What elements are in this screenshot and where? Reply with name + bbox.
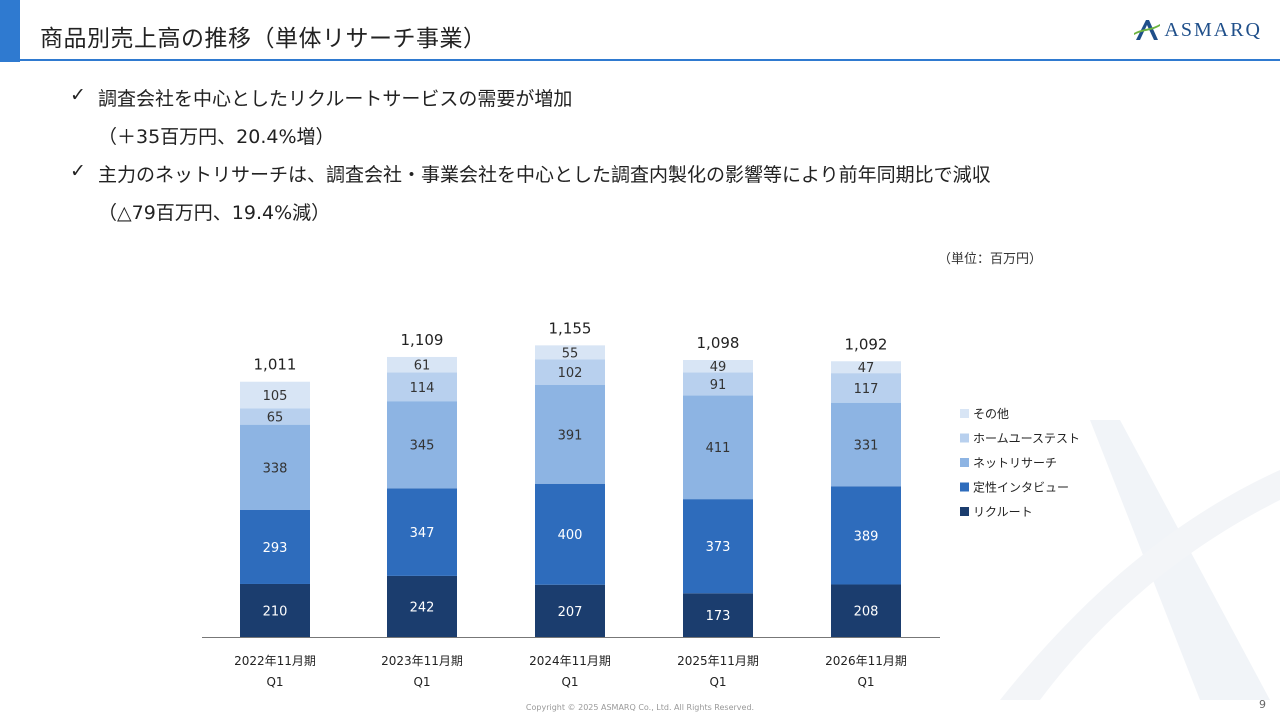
page-number: 9 — [1259, 698, 1266, 711]
bar-segment — [240, 424, 310, 510]
bar-value-label: 208 — [854, 605, 879, 620]
x-tick-label: 2025年11月期 — [677, 654, 759, 668]
bar-value-label: 391 — [558, 428, 583, 443]
bar-segment — [240, 509, 310, 584]
bar-total-label: 1,098 — [697, 334, 740, 352]
bar-total-label: 1,109 — [401, 331, 444, 349]
bar-value-label: 242 — [410, 600, 435, 615]
bar-segment — [683, 372, 753, 396]
legend-swatch — [960, 458, 969, 467]
bar-segment — [387, 356, 457, 373]
header-divider — [20, 59, 1280, 61]
bar-segment — [683, 360, 753, 373]
bar-value-label: 65 — [267, 410, 284, 425]
bar-segment — [683, 395, 753, 500]
page-title: 商品別売上高の推移（単体リサーチ事業） — [40, 26, 487, 52]
bar-value-label: 91 — [710, 378, 727, 393]
bar-value-label: 173 — [706, 609, 731, 624]
bar-value-label: 345 — [410, 439, 435, 454]
logo-mark-icon — [1134, 20, 1161, 40]
x-tick-label: 2026年11月期 — [825, 654, 907, 668]
bullet-subtext: （＋35百万円、20.4%増） — [98, 126, 335, 148]
bar-value-label: 102 — [558, 366, 583, 381]
bar-segment — [387, 372, 457, 402]
bar-segment — [387, 575, 457, 637]
bar-value-label: 293 — [263, 541, 288, 556]
legend-label: 定性インタビュー — [973, 480, 1069, 495]
bar-total-label: 1,155 — [549, 319, 592, 337]
company-logo: ASMARQ — [1134, 18, 1262, 42]
bar-segment — [535, 345, 605, 360]
bar-segment — [831, 486, 901, 585]
legend-label: ネットリサーチ — [973, 456, 1057, 470]
bullet-text: 調査会社を中心としたリクルートサービスの需要が増加 — [98, 88, 573, 110]
unit-label: （単位：百万円） — [937, 252, 1042, 267]
bar-value-label: 400 — [558, 528, 583, 543]
bar-value-label: 105 — [263, 389, 288, 404]
bullet-item: ✓ 主力のネットリサーチは、調査会社・事業会社を中心とした調査内製化の影響等によ… — [70, 160, 991, 198]
x-tick-label: Q1 — [266, 675, 283, 689]
legend-swatch — [960, 433, 969, 443]
bar-segment — [683, 499, 753, 594]
x-tick-label: Q1 — [709, 675, 726, 689]
bar-segment — [683, 593, 753, 637]
bar-value-label: 347 — [410, 526, 435, 541]
bar-segment — [535, 385, 605, 484]
bar-segment — [831, 584, 901, 637]
bar-value-label: 331 — [854, 438, 879, 453]
bar-total-label: 1,011 — [254, 356, 297, 374]
bullet-list: ✓ 調査会社を中心としたリクルートサービスの需要が増加 （＋35百万円、20.4… — [70, 84, 991, 236]
x-tick-label: 2024年11月期 — [529, 654, 611, 668]
bar-value-label: 373 — [706, 540, 731, 555]
bar-segment — [240, 583, 310, 637]
legend-swatch — [960, 409, 969, 418]
bar-value-label: 338 — [263, 461, 288, 476]
bullet-subtext: （△79百万円、19.4%減） — [98, 202, 331, 224]
x-tick-label: Q1 — [857, 675, 874, 689]
x-tick-label: 2022年11月期 — [234, 654, 316, 668]
legend-label: その他 — [973, 407, 1009, 421]
legend-label: リクルート — [973, 505, 1033, 519]
bar-segment — [831, 402, 901, 487]
bar-value-label: 49 — [710, 360, 727, 375]
bar-value-label: 207 — [558, 605, 583, 620]
bar-segment — [240, 381, 310, 409]
bar-value-label: 411 — [706, 441, 731, 456]
check-icon: ✓ — [70, 84, 86, 106]
x-tick-label: Q1 — [561, 675, 578, 689]
bar-total-label: 1,092 — [845, 335, 888, 353]
copyright-text: Copyright © 2025 ASMARQ Co., Ltd. All Ri… — [525, 703, 755, 712]
bar-segment — [240, 408, 310, 425]
bar-value-label: 114 — [410, 381, 435, 396]
check-icon: ✓ — [70, 160, 86, 182]
bar-segment — [535, 359, 605, 386]
bar-value-label: 117 — [854, 382, 879, 397]
bar-value-label: 389 — [854, 529, 879, 544]
bar-value-label: 61 — [414, 359, 431, 374]
bullet-item: ✓ 調査会社を中心としたリクルートサービスの需要が増加 — [70, 84, 991, 122]
logo-text: ASMARQ — [1164, 18, 1262, 41]
bullet-text: 主力のネットリサーチは、調査会社・事業会社を中心とした調査内製化の影響等により前… — [98, 164, 991, 186]
header-accent-bar — [0, 0, 20, 62]
bar-value-label: 47 — [858, 361, 875, 376]
bar-segment — [831, 373, 901, 403]
bar-segment — [535, 584, 605, 637]
x-tick-label: Q1 — [413, 675, 430, 689]
bar-value-label: 55 — [562, 346, 579, 361]
bar-segment — [535, 483, 605, 585]
bar-value-label: 210 — [263, 604, 288, 619]
bar-segment — [387, 488, 457, 576]
legend-label: ホームユーステスト — [973, 432, 1080, 446]
legend-swatch — [960, 482, 969, 492]
x-tick-label: 2023年11月期 — [381, 654, 463, 668]
bar-segment — [831, 361, 901, 374]
legend-swatch — [960, 507, 969, 516]
bar-segment — [387, 401, 457, 489]
